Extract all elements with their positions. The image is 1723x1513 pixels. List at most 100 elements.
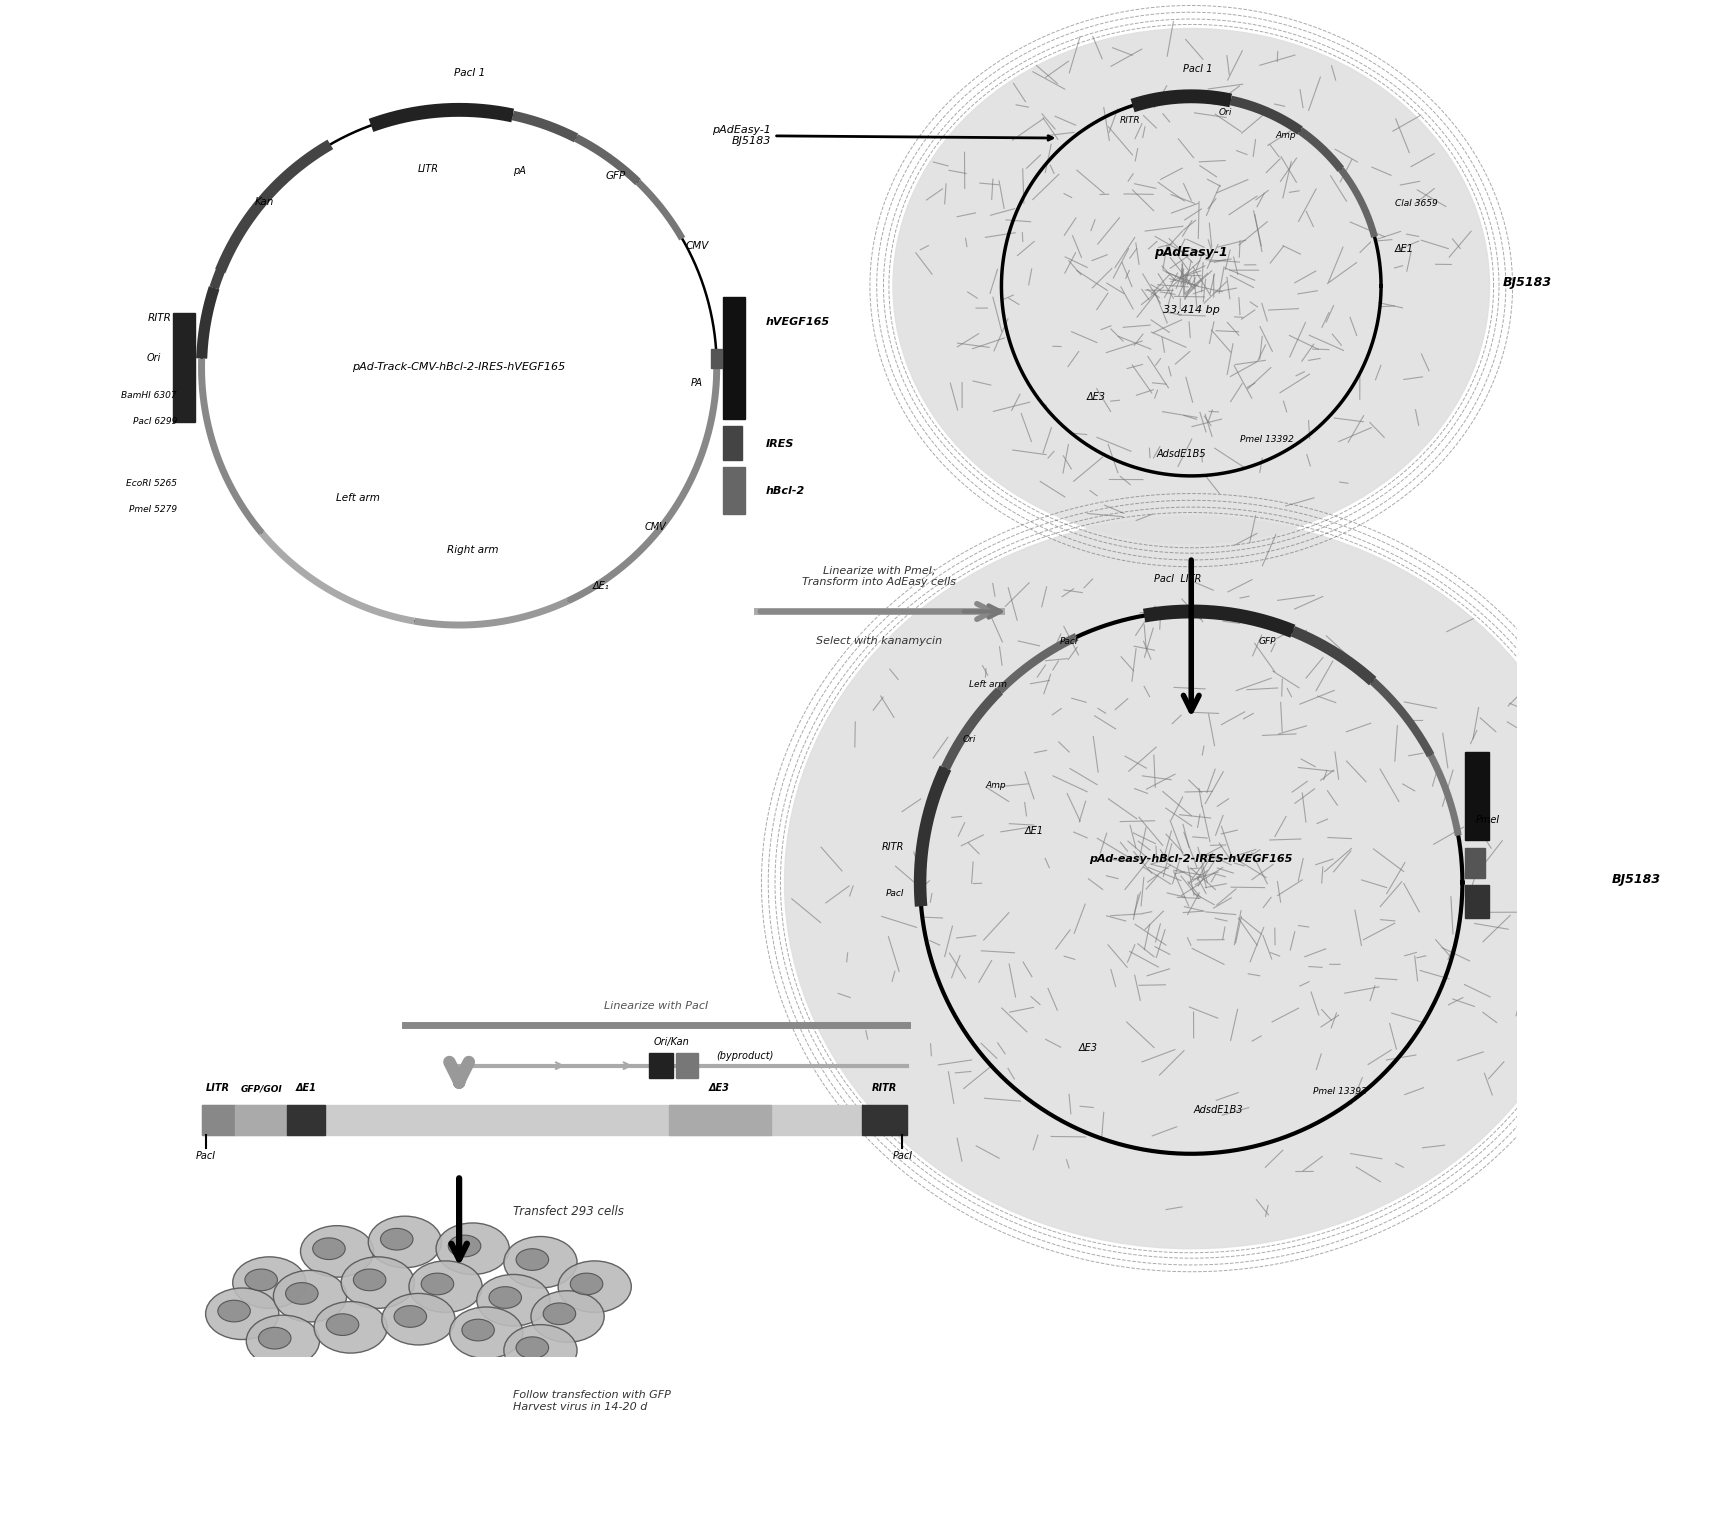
Ellipse shape [395,1306,427,1327]
Text: PacI  LITR: PacI LITR [1154,573,1201,584]
Ellipse shape [570,1272,603,1295]
Text: Linearize with PacI: Linearize with PacI [603,1000,708,1011]
Text: GFP/GOI: GFP/GOI [239,1085,283,1094]
Ellipse shape [489,1286,522,1309]
Circle shape [543,1416,557,1430]
Text: LITR: LITR [205,1083,229,1094]
Bar [712,350,722,368]
Circle shape [353,1490,367,1504]
Circle shape [357,1469,370,1483]
Circle shape [426,1377,439,1390]
Circle shape [284,1501,298,1513]
Text: Ori: Ori [1218,109,1232,118]
Circle shape [574,1493,588,1507]
Circle shape [579,1511,593,1513]
Circle shape [529,1462,579,1510]
Bar [862,1104,906,1135]
Ellipse shape [477,1274,550,1325]
Ellipse shape [462,1319,495,1341]
Circle shape [284,1437,298,1451]
Text: Left arm: Left arm [336,493,379,504]
Circle shape [308,1413,320,1427]
Text: ΔE1: ΔE1 [1025,826,1044,835]
Circle shape [574,1403,588,1416]
Circle shape [529,1448,543,1462]
Ellipse shape [383,1294,455,1345]
Text: BJ5183: BJ5183 [1611,873,1661,885]
Text: Amp: Amp [986,781,1006,790]
Circle shape [434,1484,484,1513]
Circle shape [548,1434,560,1448]
Text: RITR: RITR [148,313,172,324]
Text: PacI: PacI [893,1151,913,1160]
Circle shape [515,1511,529,1513]
Text: PmeI: PmeI [1477,816,1501,825]
Text: hVEGF165: hVEGF165 [765,316,829,327]
Text: RITR: RITR [882,843,905,852]
Text: Transfect 293 cells: Transfect 293 cells [513,1206,624,1218]
Circle shape [339,1465,353,1478]
Ellipse shape [369,1216,441,1268]
Circle shape [538,1398,551,1412]
Text: Follow transfection with GFP
Harvest virus in 14-20 d: Follow transfection with GFP Harvest vir… [513,1390,672,1412]
Circle shape [281,1475,293,1489]
Text: ΔE3: ΔE3 [1079,1042,1098,1053]
Circle shape [326,1496,339,1510]
Circle shape [236,1430,250,1443]
Circle shape [429,1459,443,1472]
Bar [172,313,195,422]
Circle shape [348,1501,362,1513]
Circle shape [579,1448,593,1462]
Ellipse shape [893,29,1489,543]
Text: PmeI 5279: PmeI 5279 [129,505,177,514]
Circle shape [593,1480,605,1493]
Circle shape [498,1434,512,1448]
Circle shape [203,1507,217,1513]
Circle shape [484,1471,498,1484]
Circle shape [619,1448,632,1462]
Ellipse shape [246,1315,319,1366]
Text: PacI 1: PacI 1 [455,68,486,79]
Circle shape [258,1428,307,1477]
Circle shape [498,1502,510,1513]
Circle shape [384,1415,398,1428]
Circle shape [557,1430,605,1480]
Bar [724,427,743,460]
Ellipse shape [274,1271,346,1322]
Circle shape [312,1425,326,1439]
Text: LITR: LITR [417,163,439,174]
Ellipse shape [517,1337,548,1359]
Circle shape [276,1401,289,1415]
Text: CMV: CMV [644,522,667,531]
Circle shape [276,1490,289,1504]
Text: BJ5183: BJ5183 [1502,275,1552,289]
Text: pAdEasy-1
BJ5183: pAdEasy-1 BJ5183 [712,126,1053,147]
Circle shape [465,1510,479,1513]
Ellipse shape [517,1248,548,1271]
Text: Ori: Ori [146,353,160,363]
Circle shape [476,1398,489,1412]
Circle shape [448,1448,498,1496]
Circle shape [415,1496,429,1510]
Text: ΔE1: ΔE1 [1394,244,1413,254]
Circle shape [267,1443,281,1457]
Bar [288,1104,326,1135]
Circle shape [408,1403,457,1452]
Circle shape [503,1480,517,1493]
Circle shape [434,1498,448,1511]
Text: PmeI 13392: PmeI 13392 [1313,1088,1368,1095]
Circle shape [543,1480,557,1493]
Circle shape [389,1393,403,1407]
Circle shape [326,1393,339,1407]
Text: GFP: GFP [606,171,625,182]
Circle shape [426,1466,439,1480]
Text: Amp: Amp [1275,132,1296,141]
Circle shape [538,1460,551,1474]
Text: Select with kanamycin: Select with kanamycin [817,635,942,646]
Circle shape [434,1434,448,1448]
Text: Left arm: Left arm [968,681,1006,690]
Circle shape [393,1452,407,1466]
Circle shape [453,1457,465,1471]
Circle shape [300,1452,348,1501]
Text: AdsdE1B3: AdsdE1B3 [1194,1104,1244,1115]
